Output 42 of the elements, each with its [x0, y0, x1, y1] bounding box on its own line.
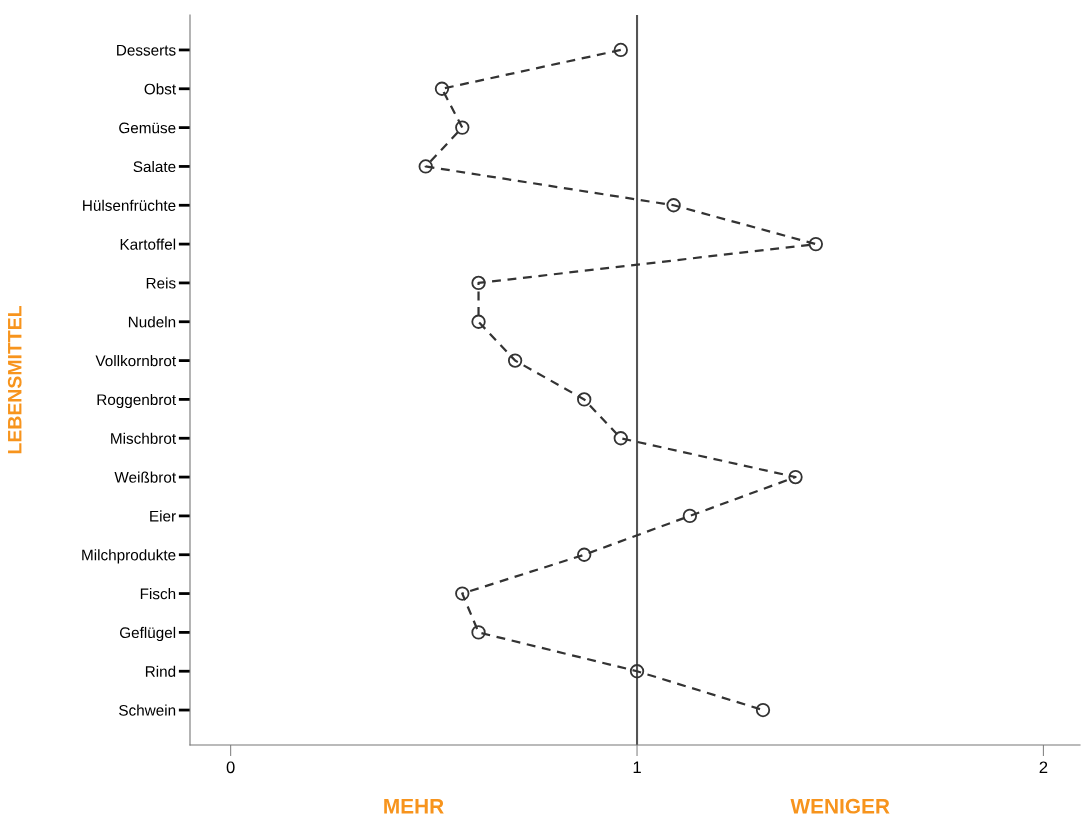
text: MEHR: [384, 799, 444, 814]
point: [471, 275, 486, 291]
point: [418, 159, 433, 174]
y-tick-label: Geflügel: [119, 626, 176, 642]
x-tick-label: 1: [633, 761, 641, 774]
y-tick-label: Schwein: [119, 704, 176, 716]
y-tick-label: Nudeln: [128, 316, 176, 328]
y-tick-label: Salate: [133, 160, 176, 173]
point: [755, 702, 771, 718]
y-tick-label: Milchprodukte: [82, 549, 176, 564]
y-tick-label: Obst: [144, 83, 176, 95]
text: WENIGER: [790, 798, 890, 814]
point: [613, 42, 628, 58]
point: [577, 392, 592, 407]
x-tick-label: 2: [1039, 761, 1048, 774]
y-tick-label: Kartoffel: [120, 238, 176, 250]
point: [434, 81, 450, 96]
point: [682, 508, 698, 524]
y-tick-label: Eier: [150, 510, 176, 522]
point: [455, 586, 470, 601]
point: [455, 120, 470, 135]
y-tick-label: Vollkornbrot: [95, 355, 176, 367]
point: [629, 664, 645, 679]
y-tick-label: Reis: [146, 277, 176, 289]
point: [471, 314, 486, 329]
y-tick-label: Rind: [145, 665, 176, 677]
point: [471, 625, 486, 640]
point: [788, 469, 803, 485]
y-tick-label: Desserts: [117, 44, 176, 56]
y-tick-label: Hülsenfrüchte: [83, 199, 176, 211]
y-tick-label: Weißbrot: [114, 471, 176, 483]
y-tick-label: Roggenbrot: [97, 393, 177, 409]
point: [613, 431, 628, 446]
x-tick-label: 0: [226, 761, 235, 774]
y-axis-title: LEBENSMITTEL: [7, 306, 22, 454]
point: [808, 236, 823, 252]
point: [507, 353, 523, 368]
point: [577, 547, 592, 562]
y-tick-label: Fisch: [140, 588, 176, 600]
point: [666, 198, 681, 213]
y-tick-label: Gemüse: [119, 122, 176, 134]
y-tick-label: Mischbrot: [111, 432, 176, 444]
